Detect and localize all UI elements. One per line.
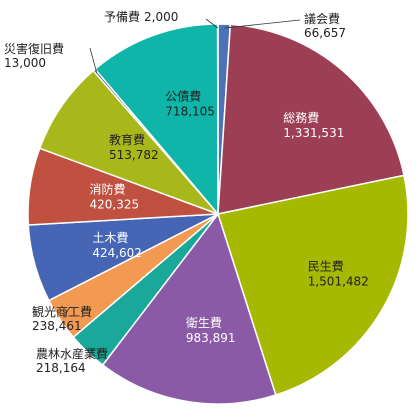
slice-value-label-0: 66,657 <box>304 26 346 40</box>
slice-name-label-11: 予備費 <box>104 9 140 24</box>
slice-value-label-2: 1,501,482 <box>308 274 369 288</box>
slice-name-label-9: 災害復旧費 <box>4 41 64 56</box>
leader-line-9 <box>90 48 97 73</box>
slice-value-label-11: 2,000 <box>144 10 178 24</box>
slice-name-label-8: 教育費 <box>109 132 145 147</box>
slice-name-label-10: 公債費 <box>165 88 201 103</box>
slice-value-label-3: 983,891 <box>186 331 236 345</box>
slice-name-label-1: 総務費 <box>283 110 319 125</box>
slice-value-label-5: 238,461 <box>32 319 82 333</box>
slice-value-label-4: 218,164 <box>36 361 86 375</box>
slice-value-label-7: 420,325 <box>89 198 139 212</box>
slice-value-label-8: 513,782 <box>109 148 159 162</box>
slice-value-label-6: 424,602 <box>92 246 142 260</box>
slice-name-label-7: 消防費 <box>89 182 125 197</box>
slice-value-label-9: 13,000 <box>4 56 46 70</box>
slice-name-label-0: 議会費 <box>304 11 340 26</box>
slice-name-label-5: 観光商工費 <box>32 304 92 319</box>
slice-name-label-3: 衛生費 <box>186 315 222 330</box>
slice-value-label-1: 1,331,531 <box>283 126 344 140</box>
slice-name-label-6: 土木費 <box>92 230 128 245</box>
slice-name-label-4: 農林水産業費 <box>36 346 108 361</box>
slice-value-label-10: 718,105 <box>165 104 215 118</box>
slice-name-label-2: 民生費 <box>308 258 344 273</box>
